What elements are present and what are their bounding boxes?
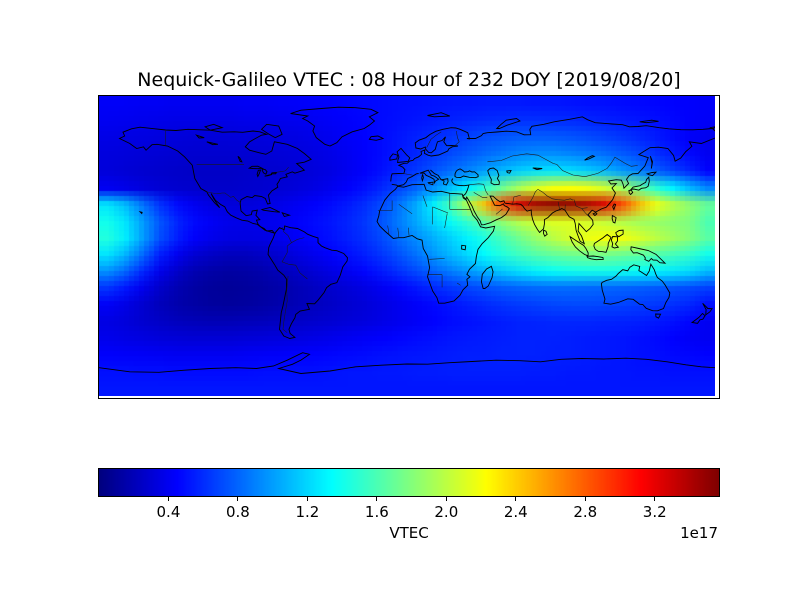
colorbar-tick bbox=[306, 497, 308, 501]
coastline-africa bbox=[377, 184, 495, 303]
coastline-australia bbox=[601, 264, 669, 318]
plot-title: Nequick-Galileo VTEC : 08 Hour of 232 DO… bbox=[137, 69, 681, 91]
coastline-indonesia bbox=[570, 235, 618, 260]
lake-victoria bbox=[462, 156, 595, 250]
colorbar-tick bbox=[515, 497, 517, 501]
colorbar-tick-label: 2.8 bbox=[573, 503, 598, 521]
coastline-greenland bbox=[291, 107, 383, 146]
borders-africa bbox=[378, 194, 470, 288]
caspian-sea bbox=[488, 168, 500, 185]
coastline-antarctica bbox=[99, 353, 715, 374]
map-axes bbox=[98, 95, 720, 399]
coastline-asia bbox=[452, 138, 715, 244]
borders-south-america bbox=[282, 227, 307, 333]
coastline-new-zealand bbox=[692, 303, 712, 323]
black-sea bbox=[455, 169, 478, 178]
colorbar-tick bbox=[237, 497, 239, 501]
colorbar-tick bbox=[445, 497, 447, 501]
coastline-japan bbox=[629, 156, 656, 194]
colorbar-offset-label: 1e17 bbox=[680, 524, 718, 542]
coastline-east-asia-islands bbox=[544, 204, 624, 237]
coastline-new-guinea bbox=[631, 247, 665, 263]
colorbar-tick-label: 0.4 bbox=[156, 503, 181, 521]
colorbar-tick bbox=[167, 497, 169, 501]
coastlines-overlay bbox=[99, 96, 715, 396]
borders-north-america bbox=[166, 130, 289, 203]
coastline-south-america bbox=[268, 226, 347, 339]
colorbar bbox=[98, 468, 720, 497]
great-lakes bbox=[140, 135, 277, 213]
coastline-europe bbox=[391, 117, 715, 182]
colorbar-tick-label: 2.4 bbox=[503, 503, 528, 521]
colorbar-tick-label: 1.6 bbox=[364, 503, 389, 521]
colorbar-tick-label: 3.2 bbox=[642, 503, 667, 521]
coastline-north-america bbox=[120, 127, 312, 233]
coastline-madagascar bbox=[481, 266, 493, 288]
colorbar-ticks: 0.4 0.8 1.2 1.6 2.0 2.4 2.8 3.2 bbox=[99, 497, 719, 523]
colorbar-tick bbox=[376, 497, 378, 501]
coastline-caribbean bbox=[262, 208, 290, 217]
coastline-british-isles bbox=[390, 148, 410, 162]
coastline-mediterranean bbox=[392, 170, 448, 186]
colorbar-axis-label: VTEC bbox=[389, 524, 429, 542]
colorbar-tick-label: 0.8 bbox=[225, 503, 250, 521]
colorbar-gradient-canvas bbox=[99, 469, 719, 496]
colorbar-tick bbox=[654, 497, 656, 501]
colorbar-tick-label: 2.0 bbox=[434, 503, 459, 521]
borders-europe bbox=[404, 131, 459, 175]
coastline-arctic-islands bbox=[205, 113, 715, 138]
colorbar-tick-label: 1.2 bbox=[295, 503, 320, 521]
colorbar-tick bbox=[584, 497, 586, 501]
borders-asia bbox=[469, 154, 637, 219]
